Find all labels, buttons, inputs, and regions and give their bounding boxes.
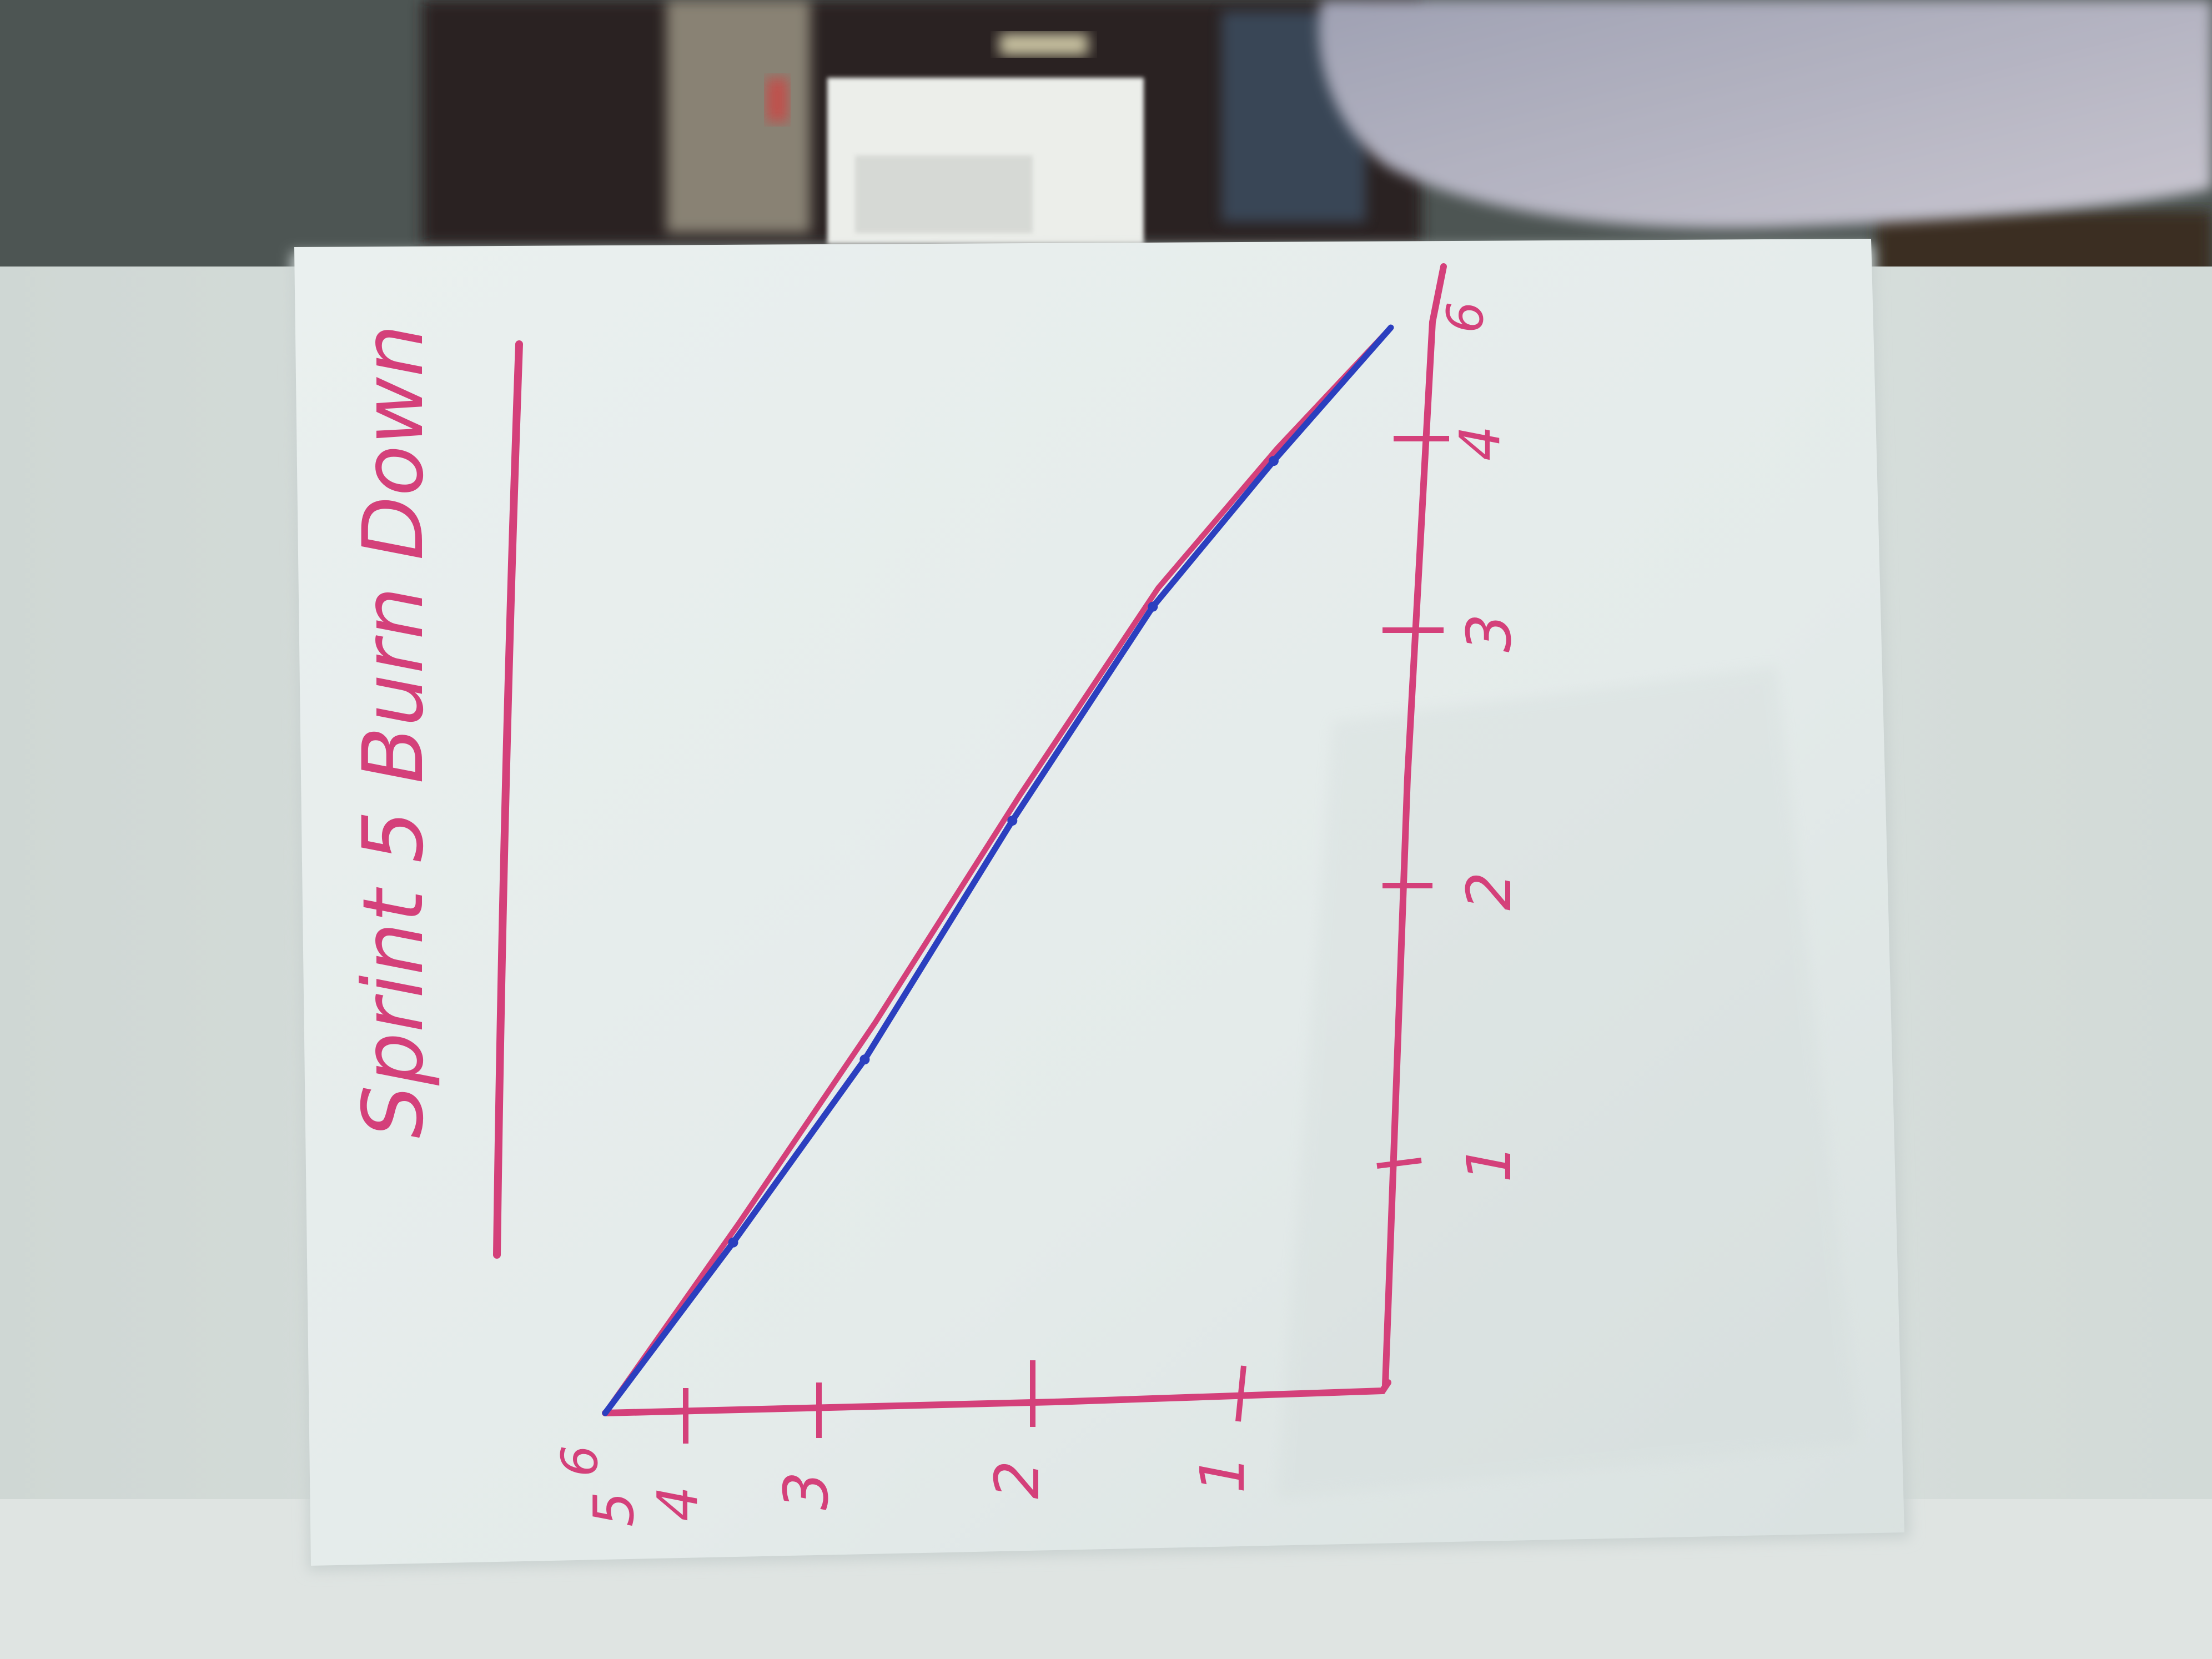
actual-point [1007, 816, 1018, 826]
y-tick-label: 4 [1447, 425, 1512, 461]
x-tick-mark [1235, 1365, 1246, 1422]
x-axis-ticks [683, 1360, 1246, 1444]
x-tick-label: 4 [645, 1486, 710, 1521]
burndown-chart: 1 2 3 4 5 6 1 2 3 4 6 [551, 263, 1525, 1527]
y-axis-tick-labels: 1 2 3 4 6 [1436, 301, 1525, 1183]
x-tick-label: 6 [551, 1445, 609, 1477]
x-axis-tick-labels: 1 2 3 4 5 6 [551, 1445, 1258, 1527]
chart-title: Sprint 5 Burn Down [345, 324, 442, 1138]
x-tick-label: 5 [581, 1491, 646, 1527]
y-tick-label: 1 [1454, 1144, 1525, 1183]
ideal-burndown-line [602, 325, 1394, 1416]
y-tick-label: 6 [1436, 301, 1495, 333]
title-underline [493, 340, 523, 1259]
y-tick-label: 3 [1454, 614, 1525, 652]
actual-point [728, 1237, 738, 1248]
actual-point [1268, 456, 1279, 466]
x-tick-label: 1 [1187, 1455, 1258, 1494]
y-tick-label: 2 [1454, 872, 1525, 911]
y-axis-line [1382, 263, 1447, 1389]
actual-point [1148, 601, 1158, 612]
x-tick-label: 2 [982, 1460, 1053, 1499]
actual-line-points [728, 456, 1279, 1248]
actual-point [859, 1054, 870, 1065]
x-tick-label: 3 [771, 1471, 842, 1510]
y-tick-mark [1376, 1158, 1422, 1169]
y-axis-ticks [1376, 436, 1449, 1169]
flipchart-paper [291, 239, 1910, 1571]
chart-title-group: Sprint 5 Burn Down [345, 324, 523, 1259]
sleeve-shape [1319, 0, 2212, 229]
